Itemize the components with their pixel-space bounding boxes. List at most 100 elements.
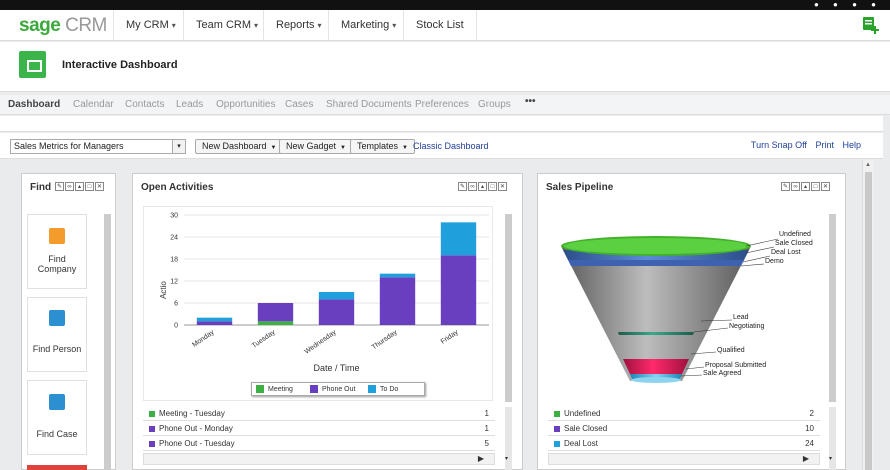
legend-to-do: To Do [368,385,398,393]
nav-my-crm[interactable]: My CRM ▾ [113,10,188,40]
tab-more[interactable]: ••• [525,96,536,107]
templates-button[interactable]: Templates ▼ [350,139,415,154]
nav-label: Marketing [341,19,390,31]
bar-segment [196,317,233,322]
edit-icon[interactable]: ✎ [55,182,64,191]
new-gadget-button[interactable]: New Gadget ▼ [279,139,353,154]
edit-icon[interactable]: ✎ [458,182,467,191]
bar-segment [318,299,355,325]
scroll-up-icon[interactable]: ▲ [865,162,871,168]
play-icon[interactable]: ▶ [477,454,484,463]
table-row[interactable]: Phone Out - Monday 1 [143,422,495,436]
scrollbar-thumb[interactable] [865,172,872,470]
sage-crm-logo[interactable]: sage CRM [19,15,107,37]
x-tick-label: Tuesday [251,329,277,350]
activities-chart: 0 6 12 18 24 30 Monday Tuesday Wednesday Thursday… [143,206,493,401]
funnel-label-proposal-submitted: Proposal Submitted [705,362,767,369]
collapse-icon[interactable]: ▴ [801,182,810,191]
logo-main: sage [19,15,61,36]
new-gadget-label: New Gadget [286,141,337,151]
link-icon[interactable]: ∞ [791,182,800,191]
y-tick-label: 6 [174,301,178,308]
company-icon [49,228,65,244]
close-icon[interactable]: ✕ [821,182,830,191]
nav-marketing[interactable]: Marketing ▾ [328,10,408,40]
pipeline-chart-scrollbar[interactable] [829,214,836,402]
row-label: Meeting - Tuesday [159,409,225,418]
table-row[interactable]: Meeting - Tuesday 1 [143,407,495,421]
dashboard-select[interactable]: Sales Metrics for Managers ▾ [10,139,186,154]
funnel-top-highlight [564,238,748,254]
dropdown-arrow-icon: ▼ [340,145,346,151]
add-list-icon[interactable] [862,16,879,34]
find-scrollbar[interactable] [104,214,111,470]
chevron-down-icon: ▾ [392,21,397,30]
legend-label: To Do [380,385,399,393]
nav-label: My CRM [126,19,169,31]
row-value: 5 [484,439,489,448]
edit-icon[interactable]: ✎ [781,182,790,191]
find-person-card[interactable]: Find Person [27,297,87,372]
row-label: Phone Out - Tuesday [159,439,235,448]
page-scrollbar[interactable]: ▲ [862,160,874,470]
sales-pipeline-title: Sales Pipeline [546,182,614,193]
link-icon[interactable]: ∞ [468,182,477,191]
deal-lost-swatch [554,441,560,447]
scroll-down-icon[interactable]: ▾ [505,456,509,462]
collapse-icon[interactable]: ▴ [75,182,84,191]
tab-leads[interactable]: Leads [176,99,204,110]
tab-preferences[interactable]: Preferences [415,99,469,110]
top-system-bar: ● ● ● ● [0,0,890,10]
scroll-down-icon[interactable]: ▾ [829,456,833,462]
turn-snap-off-link[interactable]: Turn Snap Off [750,140,807,150]
next-card-edge [27,465,87,470]
help-link[interactable]: Help [842,140,861,150]
collapse-icon[interactable]: ▴ [478,182,487,191]
close-icon[interactable]: ✕ [95,182,104,191]
row-value: 10 [805,424,814,433]
open-activities-gadget: Open Activities ✎ ∞ ▴ □ ✕ 0 6 12 18 24 30 Monday Tu… [132,173,523,470]
funnel-band-proposal [623,359,689,374]
nav-stock-list[interactable]: Stock List [403,10,477,40]
classic-dashboard-link[interactable]: Classic Dashboard [413,141,489,151]
table-row[interactable]: Phone Out - Tuesday 5 [143,437,495,451]
table-row[interactable]: Sale Closed 10 [548,422,820,436]
activities-chart-scrollbar[interactable] [505,214,512,402]
nav-reports[interactable]: Reports ▾ [263,10,334,40]
tab-dashboard[interactable]: Dashboard [8,99,61,110]
play-icon[interactable]: ▶ [802,454,809,463]
legend-label: Meeting [268,385,293,393]
legend-meeting: Meeting [256,385,293,393]
tab-calendar[interactable]: Calendar [73,99,114,110]
find-company-card[interactable]: Find Company [27,214,87,289]
maximize-icon[interactable]: □ [811,182,820,191]
close-icon[interactable]: ✕ [498,182,507,191]
row-label: Undefined [564,409,601,418]
tab-shared-documents[interactable]: Shared Documents [326,99,412,110]
pipeline-list-scrollbar[interactable]: ▾ [829,407,836,470]
tab-contacts[interactable]: Contacts [125,99,165,110]
funnel-label-undefined: Undefined [779,231,811,238]
tab-groups[interactable]: Groups [478,99,511,110]
funnel-bottom [631,377,681,383]
table-row[interactable]: Deal Lost 24 [548,437,820,451]
tab-cases[interactable]: Cases [285,99,314,110]
new-dashboard-button[interactable]: New Dashboard ▼ [195,139,284,154]
bar-segment [379,277,416,325]
dropdown-arrow-icon: ▼ [402,145,408,151]
tab-opportunities[interactable]: Opportunities [216,99,276,110]
print-link[interactable]: Print [815,140,834,150]
find-case-card[interactable]: Find Case [27,380,87,455]
chevron-down-icon[interactable]: ▾ [172,140,185,153]
nav-team-crm[interactable]: Team CRM ▾ [183,10,270,40]
maximize-icon[interactable]: □ [85,182,94,191]
to-do-swatch [368,385,376,393]
maximize-icon[interactable]: □ [488,182,497,191]
gadget-controls: ✎ ∞ ▴ □ ✕ [780,182,830,192]
bar-segment [440,255,477,325]
activities-list-scrollbar[interactable]: ▾ [505,407,512,470]
table-row[interactable]: Undefined 2 [548,407,820,421]
link-icon[interactable]: ∞ [65,182,74,191]
phone-out-swatch [149,426,155,432]
nav-label: Stock List [416,19,464,31]
